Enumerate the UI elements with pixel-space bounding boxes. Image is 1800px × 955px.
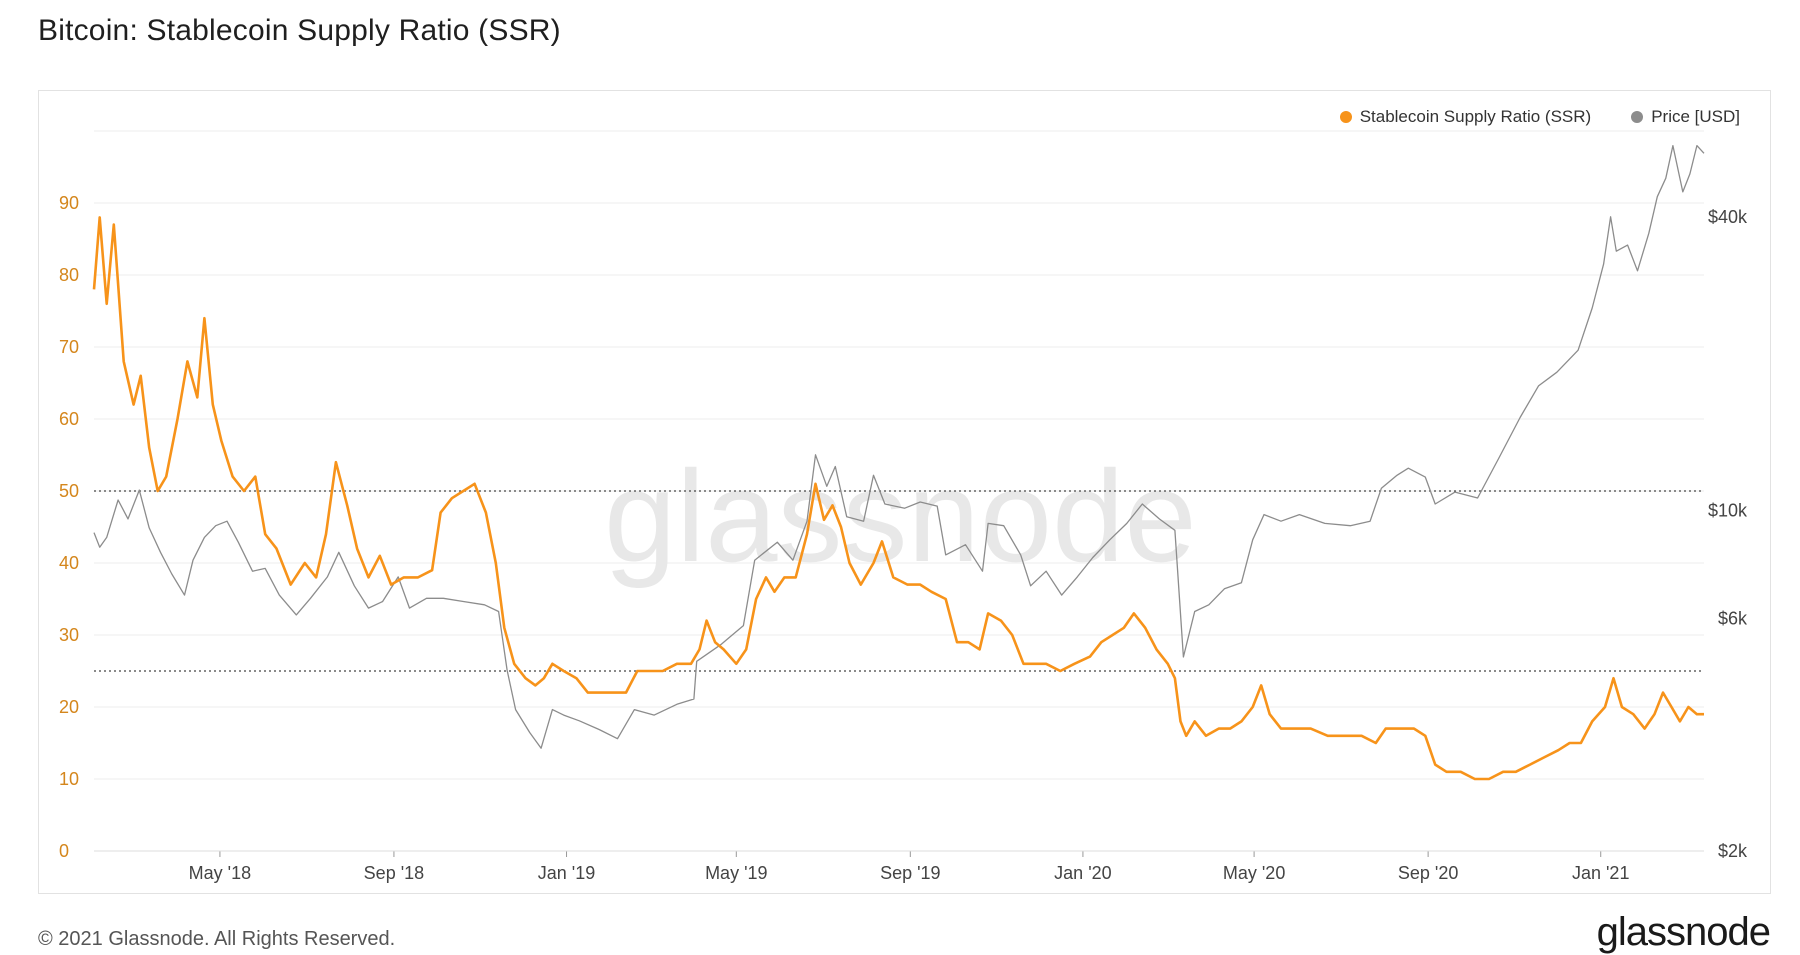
right-tick-label: $6k: [1718, 608, 1748, 628]
x-tick-label: Sep '18: [364, 863, 425, 883]
left-tick-label: 60: [59, 409, 79, 429]
x-axis: May '18 Sep '18 Jan '19 May '19 Sep '19 Jan '…: [94, 850, 1704, 883]
legend: Stablecoin Supply Ratio (SSR) Price [USD…: [1339, 107, 1740, 127]
x-tick-label: May '20: [1223, 863, 1285, 883]
glassnode-logo[interactable]: glassnode: [1596, 910, 1771, 954]
reference-lines: [94, 490, 1704, 672]
legend-label-price: Price [USD]: [1651, 107, 1740, 126]
x-tick-label: Sep '19: [880, 863, 941, 883]
left-tick-label: 20: [59, 697, 79, 717]
left-tick-label: 70: [59, 337, 79, 357]
left-tick-label: 0: [59, 841, 69, 861]
copyright-text: © 2021 Glassnode. All Rights Reserved.: [38, 928, 396, 950]
chart-frame: glassnode 0 10 20 30 40 50 60 70 80 90 $2k $6k $10k…: [38, 90, 1771, 894]
left-tick-label: 10: [59, 769, 79, 789]
page-title: Bitcoin: Stablecoin Supply Ratio (SSR): [38, 14, 561, 47]
left-tick-label: 40: [59, 553, 79, 573]
chart-svg: glassnode 0 10 20 30 40 50 60 70 80 90 $2k $6k $10k…: [59, 130, 1748, 883]
left-tick-label: 90: [59, 193, 79, 213]
left-tick-label: 50: [59, 481, 79, 501]
x-tick-label: Jan '20: [1054, 863, 1111, 883]
x-tick-label: Sep '20: [1398, 863, 1459, 883]
left-axis: 0 10 20 30 40 50 60 70 80 90: [59, 193, 79, 861]
right-tick-label: $2k: [1718, 841, 1748, 861]
x-tick-label: Jan '21: [1572, 863, 1629, 883]
price-line[interactable]: [93, 144, 1705, 749]
right-axis: $2k $6k $10k $40k: [1708, 207, 1748, 861]
ssr-line[interactable]: [92, 216, 1704, 781]
left-tick-label: 80: [59, 265, 79, 285]
legend-item-price[interactable]: Price [USD]: [1631, 107, 1740, 127]
chart-watermark: glassnode: [604, 443, 1197, 589]
left-tick-label: 30: [59, 625, 79, 645]
series-layer: [92, 144, 1705, 781]
ssr-dot-icon: [1339, 111, 1352, 123]
x-tick-label: May '19: [705, 863, 767, 883]
legend-item-ssr[interactable]: Stablecoin Supply Ratio (SSR): [1339, 107, 1592, 127]
x-tick-label: Jan '19: [538, 863, 595, 883]
right-tick-label: $10k: [1708, 500, 1748, 520]
legend-label-ssr: Stablecoin Supply Ratio (SSR): [1359, 107, 1592, 126]
x-tick-label: May '18: [189, 863, 251, 883]
right-tick-label: $40k: [1708, 207, 1748, 227]
price-dot-icon: [1631, 111, 1644, 123]
